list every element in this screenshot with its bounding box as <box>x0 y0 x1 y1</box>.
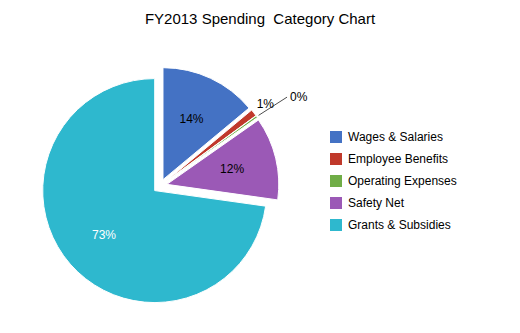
pie <box>43 68 279 303</box>
legend-item: Safety Net <box>330 196 405 210</box>
data-labels: 14% 1% 0% 12% 73% <box>92 90 308 242</box>
legend: Wages & Salaries Employee Benefits Operati… <box>330 130 457 232</box>
leader-line <box>259 97 287 115</box>
slice <box>43 79 266 303</box>
legend-swatch <box>330 175 342 187</box>
data-label: 14% <box>179 112 203 126</box>
data-label: 73% <box>92 228 116 242</box>
legend-item: Grants & Subsidies <box>330 218 451 232</box>
legend-swatch <box>330 197 342 209</box>
legend-swatch <box>330 219 342 231</box>
legend-item: Operating Expenses <box>330 174 457 188</box>
chart: FY2013 Spending Category Chart 14% 1% 0% 12%… <box>0 0 520 333</box>
legend-label: Operating Expenses <box>348 174 457 188</box>
legend-label: Employee Benefits <box>348 152 448 166</box>
legend-item: Employee Benefits <box>330 152 448 166</box>
legend-swatch <box>330 153 342 165</box>
legend-item: Wages & Salaries <box>330 130 443 144</box>
title: FY2013 Spending Category Chart <box>145 10 376 27</box>
legend-label: Grants & Subsidies <box>348 218 451 232</box>
legend-swatch <box>330 131 342 143</box>
slice <box>167 120 279 200</box>
legend-label: Safety Net <box>348 196 405 210</box>
data-label: 0% <box>290 90 308 104</box>
legend-label: Wages & Salaries <box>348 130 443 144</box>
data-label: 1% <box>257 97 275 111</box>
data-label: 12% <box>220 162 244 176</box>
